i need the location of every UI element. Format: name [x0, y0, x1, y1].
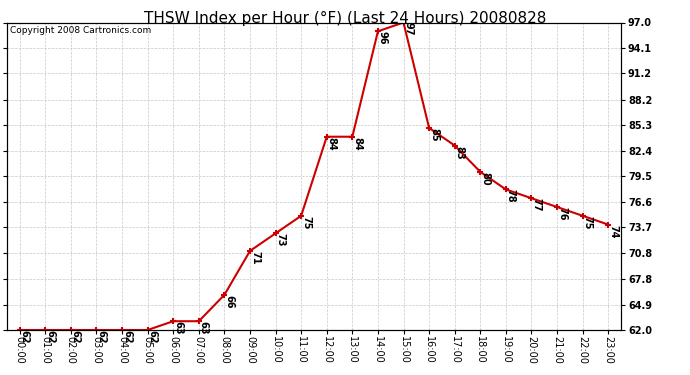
Text: 62: 62: [71, 330, 81, 344]
Text: 62: 62: [46, 330, 55, 344]
Text: 66: 66: [224, 295, 235, 308]
Text: 62: 62: [97, 330, 106, 344]
Text: Copyright 2008 Cartronics.com: Copyright 2008 Cartronics.com: [10, 26, 151, 34]
Text: 62: 62: [122, 330, 132, 344]
Text: 73: 73: [275, 233, 286, 247]
Text: 62: 62: [148, 330, 157, 344]
Text: 84: 84: [353, 137, 362, 150]
Text: 96: 96: [378, 31, 388, 45]
Text: 78: 78: [506, 189, 516, 203]
Text: 75: 75: [582, 216, 593, 229]
Text: 76: 76: [557, 207, 567, 220]
Text: 63: 63: [199, 321, 209, 335]
Text: 97: 97: [404, 22, 413, 36]
Text: 84: 84: [327, 137, 337, 150]
Text: 63: 63: [173, 321, 184, 335]
Text: 85: 85: [429, 128, 439, 141]
Text: 83: 83: [455, 146, 464, 159]
Text: THSW Index per Hour (°F) (Last 24 Hours) 20080828: THSW Index per Hour (°F) (Last 24 Hours)…: [144, 11, 546, 26]
Text: 71: 71: [250, 251, 260, 264]
Text: 80: 80: [480, 172, 491, 186]
Text: 75: 75: [301, 216, 311, 229]
Text: 77: 77: [531, 198, 542, 212]
Text: 62: 62: [20, 330, 30, 344]
Text: 74: 74: [608, 225, 618, 238]
